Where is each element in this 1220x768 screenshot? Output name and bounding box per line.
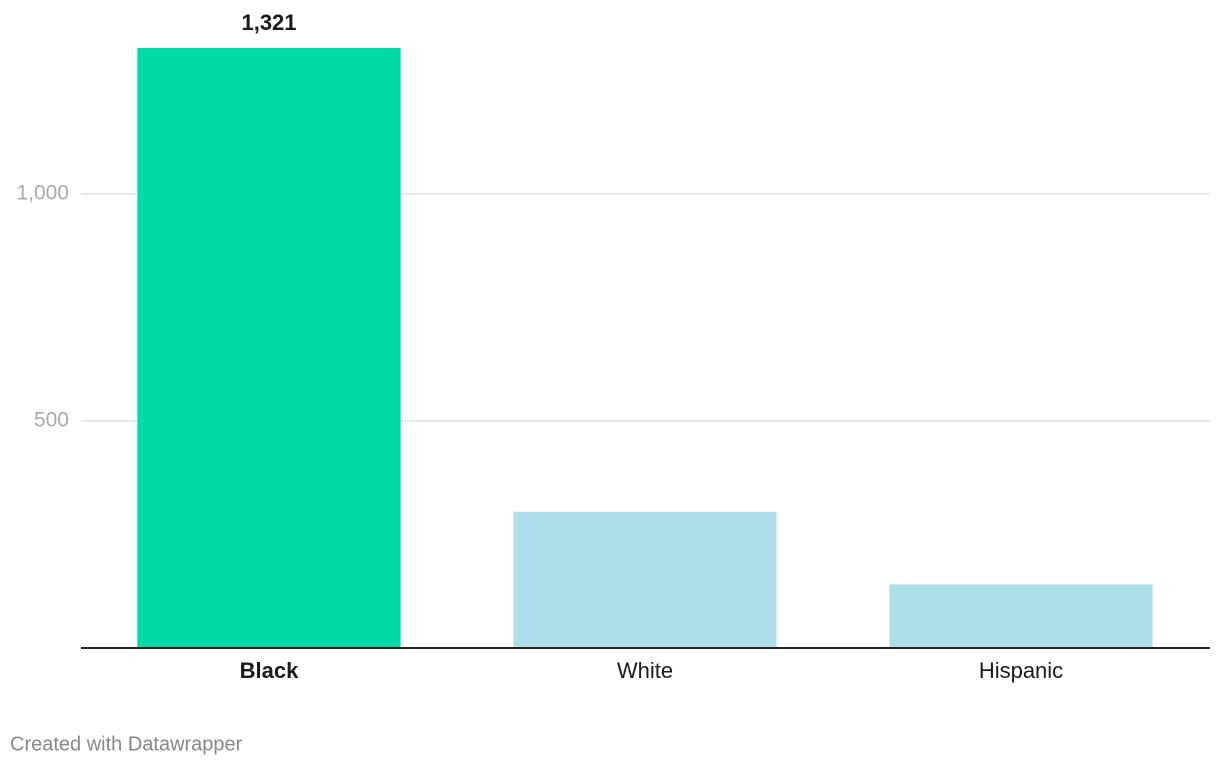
y-tick-label: 1,000 <box>16 181 69 204</box>
y-tick-label: 500 <box>34 408 69 431</box>
credit: Created with Datawrapper <box>10 733 243 755</box>
bar <box>889 584 1153 648</box>
x-tick-label: Hispanic <box>979 658 1063 683</box>
bar <box>137 48 401 648</box>
x-tick-label: Black <box>240 658 299 683</box>
value-label: 1,321 <box>241 10 296 35</box>
bar <box>513 511 777 648</box>
x-tick-label: White <box>617 658 673 683</box>
